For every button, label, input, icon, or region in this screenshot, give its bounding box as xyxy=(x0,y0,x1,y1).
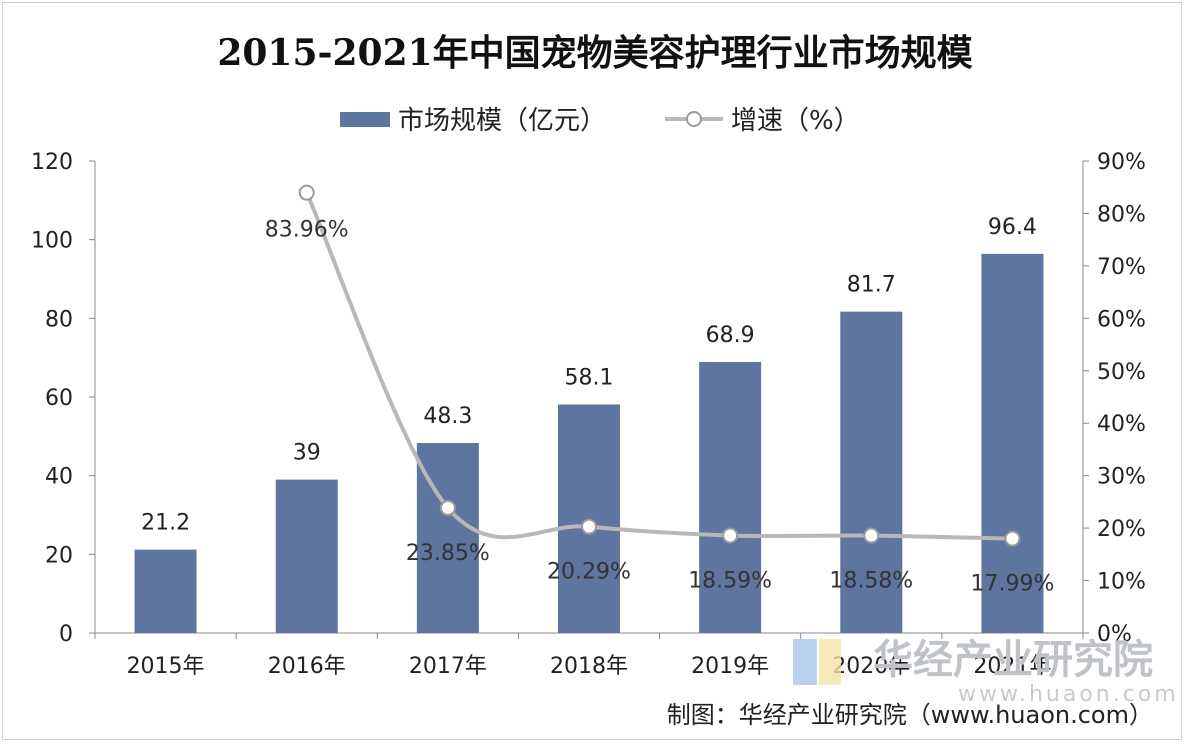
bar-value-label: 68.9 xyxy=(706,323,755,348)
y-right-tick-label: 40% xyxy=(1097,412,1146,437)
y-right-tick-label: 0% xyxy=(1097,622,1132,647)
bar-value-label: 96.4 xyxy=(988,215,1037,240)
bar-value-label: 58.1 xyxy=(565,365,614,390)
bar-value-label: 39 xyxy=(293,441,321,466)
y-right-tick-label: 60% xyxy=(1097,307,1146,332)
growth-value-label: 23.85% xyxy=(406,541,490,566)
bars xyxy=(134,253,1044,633)
growth-value-label: 17.99% xyxy=(970,572,1054,597)
growth-point xyxy=(298,184,315,201)
y-right-tick-label: 70% xyxy=(1097,255,1146,280)
legend-line-marker xyxy=(686,111,702,127)
bar xyxy=(981,253,1044,633)
legend-label-market-size: 市场规模（亿元） xyxy=(398,106,606,136)
x-tick-label: 2018年 xyxy=(550,654,628,679)
y-right-tick-label: 30% xyxy=(1097,465,1146,490)
growth-value-label: 83.96% xyxy=(265,218,349,243)
y-right-tick-label: 50% xyxy=(1097,360,1146,385)
growth-line xyxy=(298,184,1021,547)
bar-value-label: 21.2 xyxy=(141,511,190,536)
y-left-tick-label: 120 xyxy=(31,150,73,175)
x-tick-label: 2020年 xyxy=(832,654,910,679)
legend: 市场规模（亿元） 增速（%） xyxy=(340,106,860,136)
y-right-tick-label: 90% xyxy=(1097,150,1146,175)
legend-bar-swatch xyxy=(340,112,390,127)
source-note: 制图：华经产业研究院（www.huaon.com） xyxy=(667,701,1153,729)
watermark-url: www.huaon.com xyxy=(958,682,1179,707)
growth-point xyxy=(581,518,597,535)
y-left-tick-label: 40 xyxy=(45,465,73,490)
watermark-name: 华经产业研究院 xyxy=(873,637,1153,683)
y-left-tick-label: 100 xyxy=(31,229,73,254)
growth-value-label: 18.59% xyxy=(688,569,772,594)
growth-value-label: 20.29% xyxy=(547,560,631,585)
y-right-tick-label: 10% xyxy=(1097,570,1146,595)
bar-value-label: 48.3 xyxy=(423,404,472,429)
bar xyxy=(840,311,903,633)
x-tick-label: 2019年 xyxy=(691,654,769,679)
y-left-tick-label: 80 xyxy=(45,307,73,332)
watermark-logo-block-yellow xyxy=(819,639,841,685)
bar-value-label: 81.7 xyxy=(847,273,896,298)
x-tick-label: 2021年 xyxy=(973,654,1051,679)
bar xyxy=(134,549,197,633)
bar xyxy=(275,479,338,633)
chart: 2015-2021年中国宠物美容护理行业市场规模 市场规模（亿元） 增速（%） … xyxy=(31,32,1179,729)
legend-label-growth: 增速（%） xyxy=(731,106,860,136)
x-tick-label: 2015年 xyxy=(127,654,205,679)
watermark-logo-block-blue xyxy=(793,639,817,685)
growth-point xyxy=(1004,530,1021,547)
y-right-tick-label: 20% xyxy=(1097,517,1146,542)
bar xyxy=(699,361,762,633)
y-left-tick-label: 0 xyxy=(59,622,73,647)
growth-point xyxy=(722,527,739,544)
growth-value-label: 18.58% xyxy=(829,569,913,594)
growth-point xyxy=(439,499,456,516)
y-right-tick-label: 80% xyxy=(1097,202,1146,227)
y-left-tick-label: 60 xyxy=(45,386,73,411)
growth-series-line xyxy=(304,191,1013,541)
x-tick-label: 2017年 xyxy=(409,654,487,679)
data-labels: 21.2 39 48.3 58.1 68.9 81.7 96.4 83.96% 23.85% 20… xyxy=(141,215,1054,597)
watermark: 华经产业研究院 www.huaon.com xyxy=(793,637,1179,707)
axes: 0 20 40 60 80 100 120 0% 10% 20% 30% 40% 50% 60% 70% 80… xyxy=(31,150,1146,679)
growth-point xyxy=(863,527,880,544)
x-tick-label: 2016年 xyxy=(268,654,346,679)
chart-title: 2015-2021年中国宠物美容护理行业市场规模 xyxy=(217,32,972,74)
y-left-tick-label: 20 xyxy=(45,543,73,568)
